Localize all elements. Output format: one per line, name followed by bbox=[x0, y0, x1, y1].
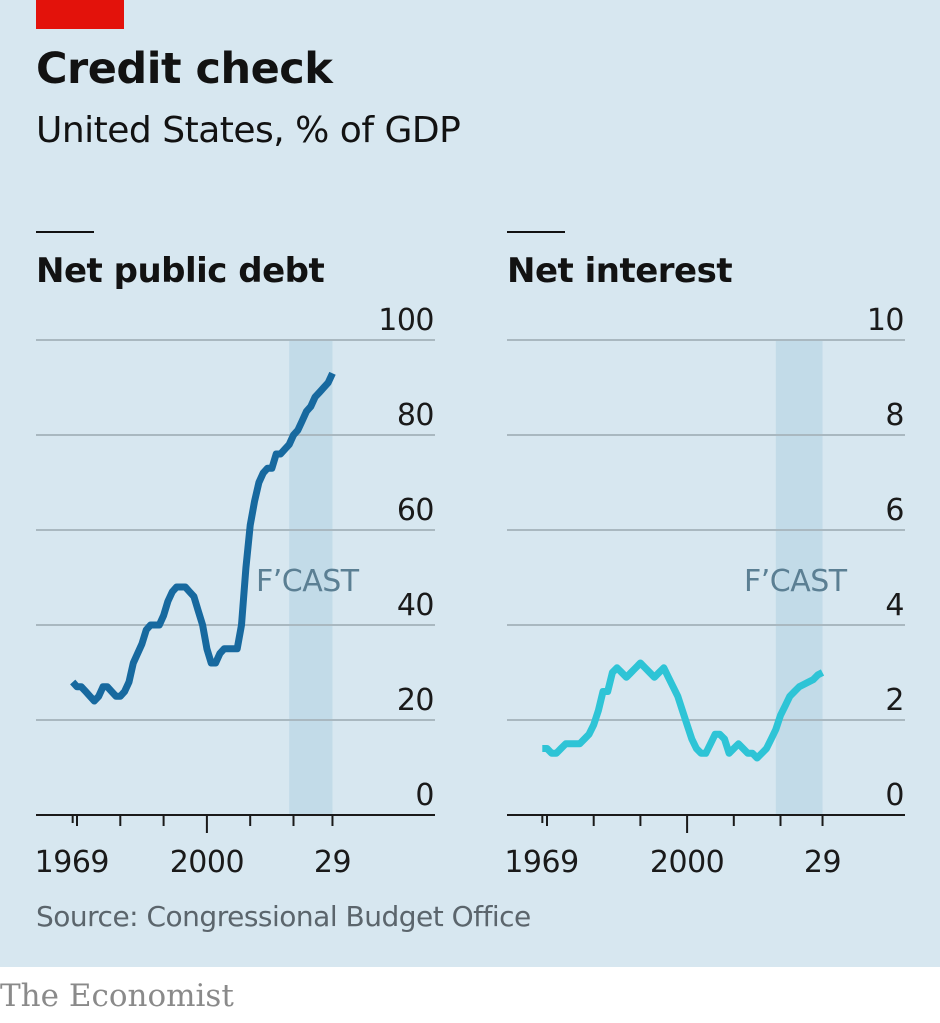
x-tick-label: 2000 bbox=[650, 845, 724, 880]
x-tick-label: 2000 bbox=[170, 845, 244, 880]
forecast-label: F’CAST bbox=[256, 564, 360, 599]
y-tick-label: 60 bbox=[397, 493, 434, 528]
chart-title: Credit check bbox=[36, 44, 333, 94]
y-tick-label: 20 bbox=[397, 683, 434, 718]
y-tick-label: 0 bbox=[885, 778, 904, 813]
y-tick-label: 6 bbox=[885, 493, 904, 528]
x-tick-label: 1969 bbox=[35, 845, 109, 880]
data-line-net-interest bbox=[542, 659, 825, 762]
x-tick-label: 29 bbox=[314, 845, 351, 880]
y-tick-label: 0 bbox=[415, 778, 434, 813]
debt-chart: Net public debt 0 20 40 60 80 100 F’CAST 1969 200… bbox=[35, 231, 435, 880]
forecast-band bbox=[289, 340, 333, 815]
y-tick-label: 10 bbox=[867, 303, 904, 338]
y-tick-label: 4 bbox=[885, 588, 904, 623]
x-tick-label: 29 bbox=[804, 845, 841, 880]
forecast-band bbox=[775, 340, 823, 815]
source-note: Source: Congressional Budget Office bbox=[36, 900, 531, 933]
interest-chart: Net interest 0 2 4 6 8 10 F’CAST 1969 2000 29 bbox=[504, 231, 905, 880]
chart-subtitle: United States, % of GDP bbox=[36, 110, 461, 151]
y-tick-label: 40 bbox=[397, 588, 434, 623]
y-tick-label: 8 bbox=[885, 398, 904, 433]
x-tick-label: 1969 bbox=[504, 845, 578, 880]
data-line-net-public-debt bbox=[70, 371, 336, 705]
y-tick-label: 2 bbox=[885, 683, 904, 718]
y-tick-label: 100 bbox=[378, 303, 434, 338]
forecast-label: F’CAST bbox=[744, 564, 848, 599]
panel-title: Net public debt bbox=[36, 251, 325, 291]
economist-red-tab bbox=[36, 0, 124, 29]
economist-logo: The Economist bbox=[0, 978, 234, 1014]
y-tick-label: 80 bbox=[397, 398, 434, 433]
panel-title: Net interest bbox=[507, 251, 732, 291]
